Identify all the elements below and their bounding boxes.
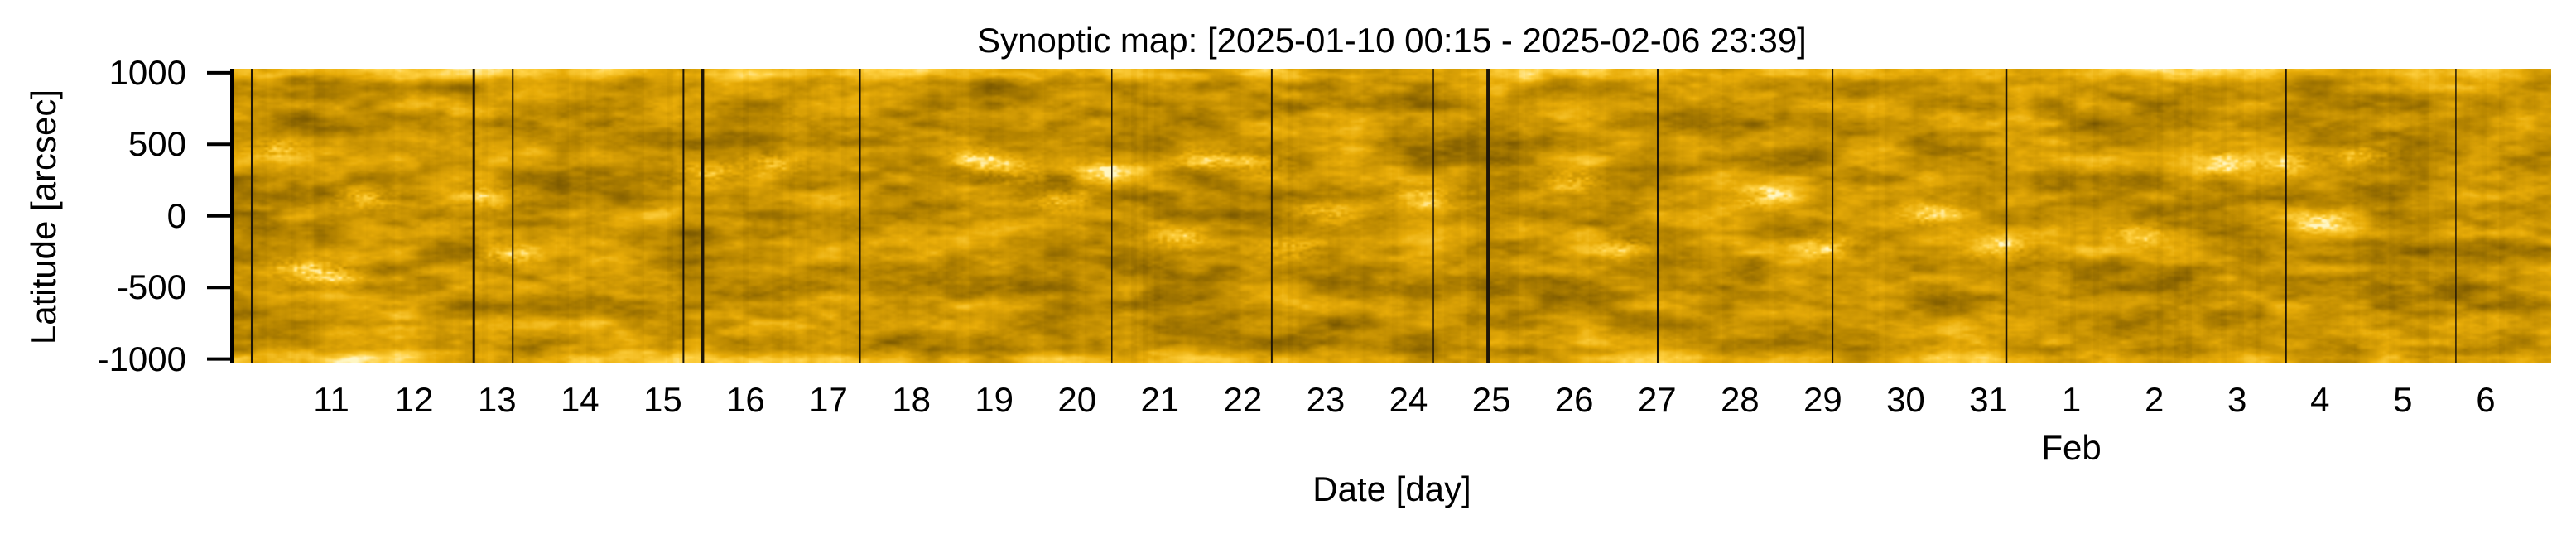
x-tick-label: 26 [1554, 380, 1594, 419]
x-tick-label: 1 [2061, 380, 2082, 419]
x-tick-label: 29 [1803, 380, 1842, 419]
data-gap-lines [251, 69, 2457, 363]
x-axis-label: Date [day] [1312, 469, 1471, 508]
x-tick-label: 6 [2476, 380, 2496, 419]
x-tick-label: 31 [1969, 380, 2008, 419]
x-tick-label: 22 [1223, 380, 1263, 419]
x-tick-label: 19 [975, 380, 1014, 419]
x-tick-label: 17 [809, 380, 848, 419]
x-tick-label: 21 [1140, 380, 1180, 419]
y-tick-label: 1000 [108, 52, 186, 92]
x-tick-label: 5 [2393, 380, 2413, 419]
x-tick-label: 2 [2144, 380, 2164, 419]
x-tick-label: 12 [394, 380, 434, 419]
x-tick-label: 14 [560, 380, 599, 419]
x-tick-label: 4 [2310, 380, 2330, 419]
x-tick-label: 24 [1389, 380, 1428, 419]
y-tick-label: -1000 [97, 339, 186, 378]
chart-title: Synoptic map: [2025-01-10 00:15 - 2025-0… [977, 21, 1807, 60]
x-tick-label: 15 [643, 380, 682, 419]
y-tick-label: -500 [116, 267, 186, 307]
y-tick-label: 500 [128, 124, 186, 164]
x-tick-label: 30 [1886, 380, 1925, 419]
y-tick-label: 0 [166, 195, 186, 235]
synoptic-map-plot-area [233, 69, 2551, 363]
x-tick-label: 18 [892, 380, 931, 419]
x-tick-label: 3 [2227, 380, 2247, 419]
x-tick-label: 23 [1306, 380, 1346, 419]
x-tick-label: 25 [1471, 380, 1511, 419]
synoptic-heatmap [233, 69, 2551, 363]
x-tick-label: 27 [1637, 380, 1677, 419]
x-tick-label: 13 [477, 380, 517, 419]
month-label: Feb [2041, 428, 2102, 467]
x-tick-label: 28 [1720, 380, 1760, 419]
x-tick-label: 20 [1057, 380, 1097, 419]
x-tick-label: 11 [313, 380, 349, 419]
x-tick-label: 16 [726, 380, 765, 419]
